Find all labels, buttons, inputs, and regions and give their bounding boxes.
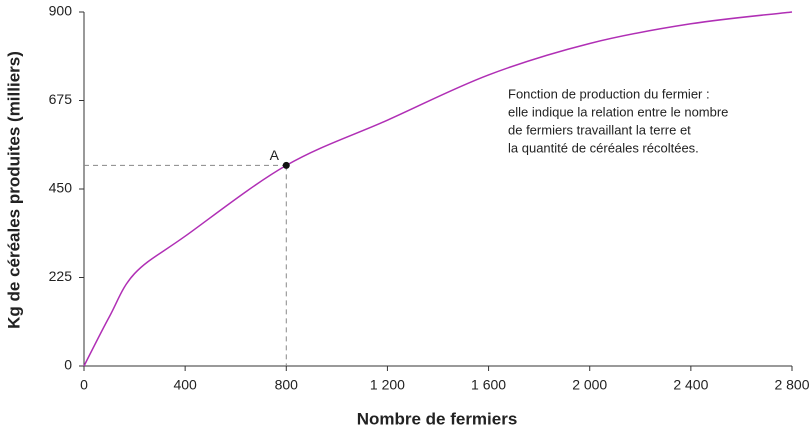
annotation-line: elle indique la relation entre le nombre	[508, 104, 728, 119]
y-tick-label: 0	[64, 357, 72, 373]
annotation-line: Fonction de production du fermier :	[508, 86, 710, 101]
y-tick-label: 450	[49, 180, 73, 196]
x-tick-label: 0	[80, 377, 88, 393]
y-tick-label: 675	[49, 91, 73, 107]
x-tick-label: 2 000	[572, 377, 607, 393]
x-tick-label: 800	[275, 377, 299, 393]
x-axis-title: Nombre de fermiers	[357, 409, 518, 428]
y-axis-title: Kg de céréales produites (milliers)	[4, 51, 23, 329]
y-tick-label: 900	[49, 3, 73, 19]
x-tick-label: 1 600	[471, 377, 506, 393]
x-tick-label: 1 200	[370, 377, 405, 393]
x-tick-label: 2 400	[673, 377, 708, 393]
x-tick-label: 400	[173, 377, 197, 393]
y-tick-label: 225	[49, 268, 73, 284]
production-curve	[83, 11, 793, 367]
point-label: A	[270, 147, 280, 163]
point-a	[282, 161, 290, 169]
annotation-line: la quantité de céréales récoltées.	[508, 140, 699, 155]
x-tick-label: 2 800	[774, 377, 809, 393]
annotation-line: de fermiers travaillant la terre et	[508, 122, 691, 137]
